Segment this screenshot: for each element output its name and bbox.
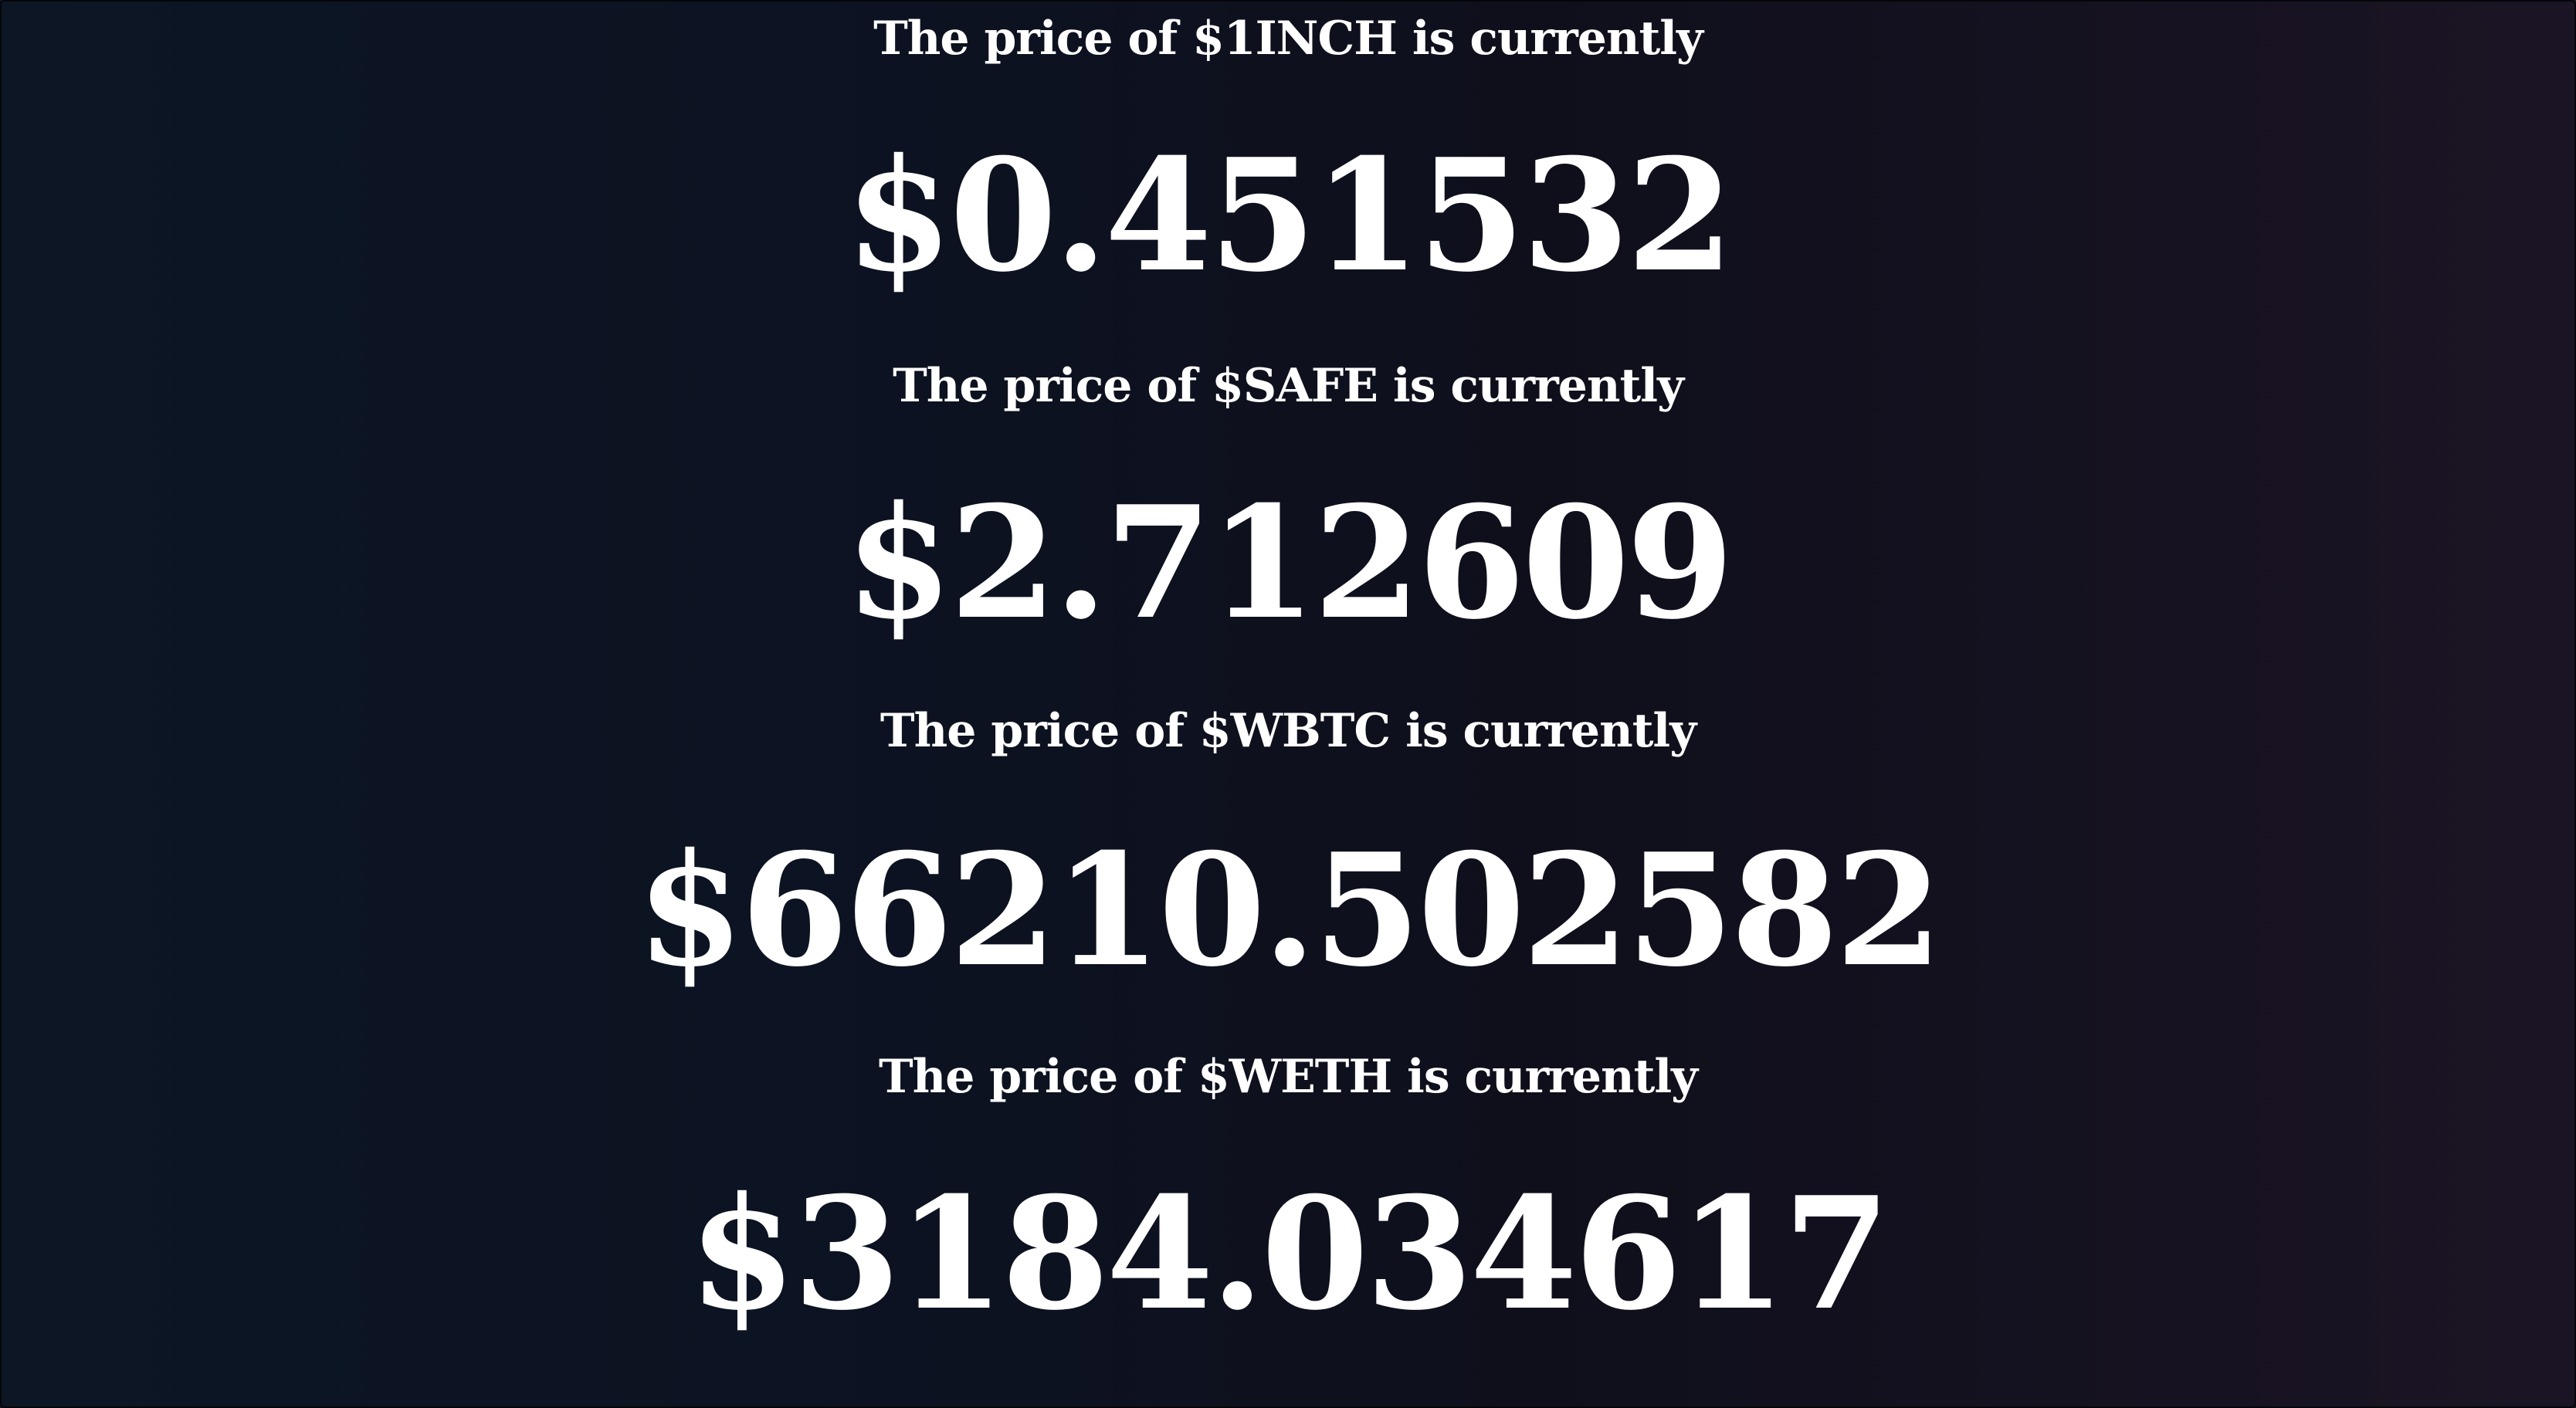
ticker-price-safe: $2.712609	[845, 472, 1734, 654]
ticker-label-safe: The price of $SAFE is currently	[893, 359, 1684, 413]
ticker-price-1inch: $0.451532	[845, 125, 1734, 306]
ticker-label-wbtc: The price of $WBTC is currently	[880, 704, 1696, 758]
ticker-label-weth: The price of $WETH is currently	[878, 1050, 1698, 1104]
ticker-price-wbtc: $66210.502582	[636, 820, 1943, 1001]
ticker-price-weth: $3184.034617	[688, 1163, 1890, 1345]
ticker-label-1inch: The price of $1INCH is currently	[873, 12, 1703, 66]
